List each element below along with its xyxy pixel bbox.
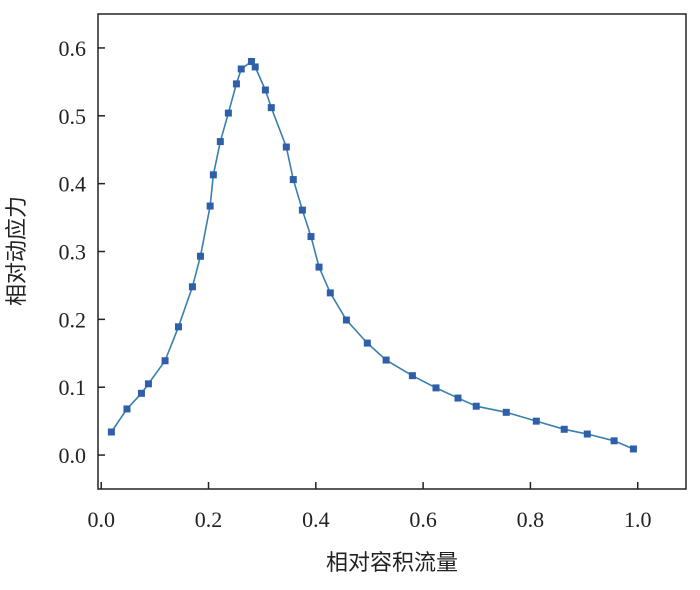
y-tick-label: 0.5 xyxy=(59,104,87,129)
x-tick-label: 0.8 xyxy=(517,507,545,532)
y-tick-label: 0.6 xyxy=(59,36,87,61)
data-point xyxy=(209,171,217,179)
data-point xyxy=(472,402,480,410)
y-axis-title: 相对动应力 xyxy=(4,196,29,306)
y-tick-label: 0.0 xyxy=(59,443,87,468)
x-tick-label: 0.0 xyxy=(87,507,115,532)
plot-frame xyxy=(97,13,687,490)
data-point xyxy=(123,405,131,413)
series-line xyxy=(110,60,634,450)
data-point xyxy=(232,80,240,88)
data-point xyxy=(161,357,169,365)
y-tick-label: 0.1 xyxy=(59,375,87,400)
x-tick-label: 1.0 xyxy=(624,507,652,532)
data-point xyxy=(532,417,540,425)
x-tick-label: 0.6 xyxy=(409,507,437,532)
data-point xyxy=(251,63,259,71)
data-point xyxy=(196,252,204,260)
data-point xyxy=(267,104,275,112)
data-point xyxy=(583,430,591,438)
data-point xyxy=(629,445,637,453)
data-point xyxy=(237,65,245,73)
data-point xyxy=(282,143,290,151)
data-point xyxy=(261,86,269,94)
data-point xyxy=(307,233,315,241)
data-point xyxy=(247,58,255,65)
data-point xyxy=(216,138,224,146)
x-axis-title: 相对容积流量 xyxy=(326,550,458,575)
data-point xyxy=(174,323,182,331)
data-point xyxy=(502,408,510,416)
data-point xyxy=(560,425,568,433)
data-point xyxy=(432,384,440,392)
data-point xyxy=(342,316,350,324)
data-point xyxy=(363,339,371,347)
y-tick-label: 0.2 xyxy=(59,307,87,332)
y-tick-label: 0.4 xyxy=(59,172,87,197)
x-tick-label: 0.4 xyxy=(302,507,330,532)
data-point xyxy=(188,283,196,291)
data-point xyxy=(144,380,152,388)
data-point xyxy=(224,109,232,117)
data-point xyxy=(315,263,323,271)
data-point xyxy=(298,206,306,214)
data-point xyxy=(326,289,334,297)
data-point xyxy=(206,202,214,210)
data-point xyxy=(408,372,416,380)
data-point xyxy=(137,389,145,397)
data-point xyxy=(289,176,297,184)
data-point xyxy=(454,394,462,402)
y-tick-label: 0.3 xyxy=(59,240,87,265)
data-point xyxy=(610,437,618,445)
data-point xyxy=(107,428,115,436)
data-point xyxy=(382,356,390,364)
x-tick-label: 0.2 xyxy=(195,507,223,532)
